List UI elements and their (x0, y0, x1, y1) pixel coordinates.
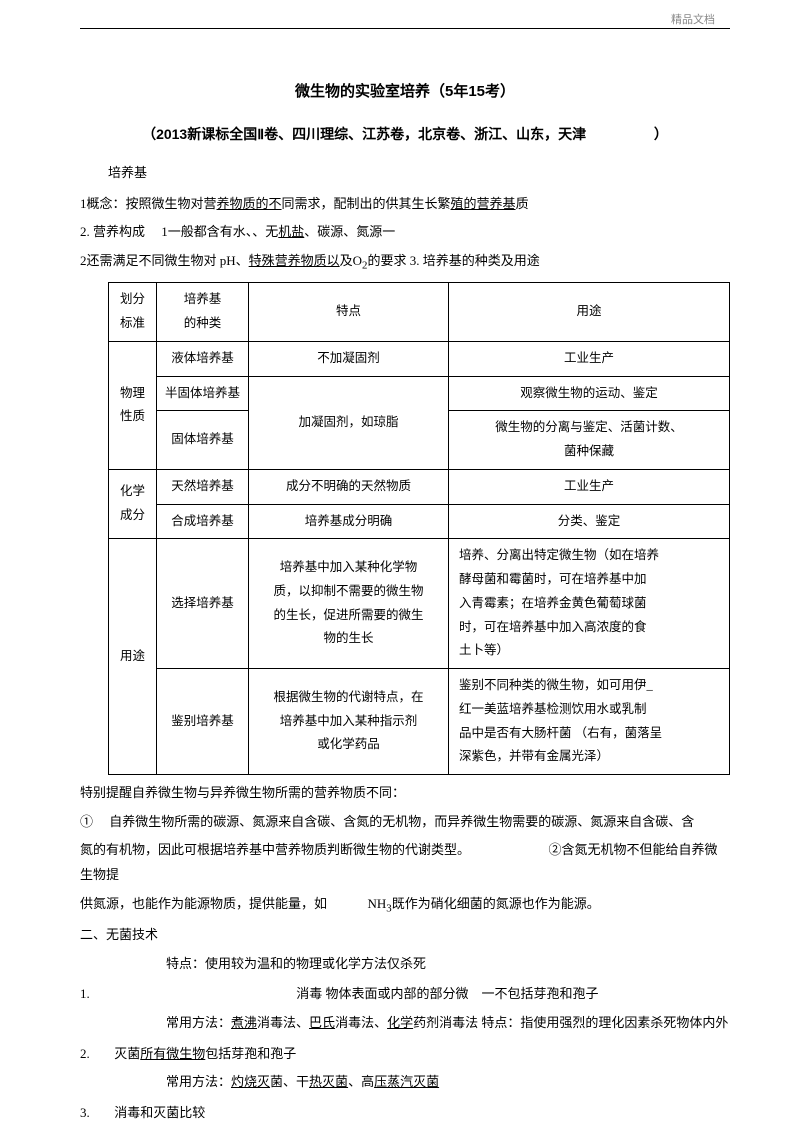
table-row: 半固体培养基 加凝固剂，如琼脂 观察微生物的运动、鉴定 (109, 376, 730, 411)
table-row: 划分标准 培养基的种类 特点 用途 (109, 283, 730, 342)
para-3: 2还需满足不同微生物对 pH、特殊营养物质以及O2的要求 3. 培养基的种类及用… (80, 249, 730, 276)
note-2a: ① 自养微生物所需的碳源、氮源来自含碳、含氮的无机物，而异养微生物需要的碳源、氮… (80, 810, 730, 835)
para-2: 2. 营养构成 1一般都含有水、、无机盐、碳源、氮源一 (80, 220, 730, 245)
th-criteria: 划分标准 (109, 283, 157, 342)
th-feature: 特点 (249, 283, 449, 342)
note-2b: 氮的有机物，因此可根据培养基中营养物质判断微生物的代谢类型。 ②含氮无机物不但能… (80, 838, 730, 887)
table-row: 物理性质 液体培养基 不加凝固剂 工业生产 (109, 341, 730, 376)
media-table: 划分标准 培养基的种类 特点 用途 物理性质 液体培养基 不加凝固剂 工业生产 … (108, 282, 730, 775)
section-2-head: 二、无菌技术 (80, 923, 730, 948)
watermark: 精品文档 (671, 10, 715, 31)
document-body: 微生物的实验室培养（5年15考） （2013新课标全国Ⅱ卷、四川理综、江苏卷，北… (80, 78, 730, 1126)
th-usage: 用途 (449, 283, 730, 342)
s2-item2-methods: 常用方法：灼烧灭菌、干热灭菌、高压蒸汽灭菌 (166, 1070, 730, 1095)
cell-usage: 用途 (109, 539, 157, 775)
s2-item1: 1. 消毒 物体表面或内部的部分微 一不包括芽孢和孢子 (80, 982, 730, 1007)
s2-item2: 2. 灭菌所有微生物包括芽孢和孢子 (80, 1042, 730, 1067)
s2-line1: 特点：使用较为温和的物理或化学方法仅杀死 (166, 952, 730, 977)
page-title: 微生物的实验室培养（5年15考） (80, 78, 730, 107)
cell-chemical: 化学成分 (109, 469, 157, 539)
subtitle-paren: ） (654, 126, 668, 142)
th-type: 培养基的种类 (157, 283, 249, 342)
s2-item3: 3. 消毒和灭菌比较 (80, 1101, 730, 1126)
subtitle-text: （2013新课标全国Ⅱ卷、四川理综、江苏卷，北京卷、浙江、山东，天津 (142, 126, 586, 142)
table-row: 鉴别培养基 根据微生物的代谢特点，在 培养基中加入某种指示剂 或化学药品 鉴别不… (109, 669, 730, 775)
note-1: 特别提醒自养微生物与异养微生物所需的营养物质不同： (80, 781, 730, 806)
header-rule (80, 28, 730, 29)
para-1: 1概念：按照微生物对营养物质的不同需求，配制出的供其生长繁殖的营养基质 (80, 192, 730, 217)
table-row: 合成培养基 培养基成分明确 分类、鉴定 (109, 504, 730, 539)
cell-physical: 物理性质 (109, 341, 157, 469)
table-row: 用途 选择培养基 培养基中加入某种化学物 质，以抑制不需要的微生物 的生长，促进… (109, 539, 730, 669)
table-row: 化学成分 天然培养基 成分不明确的天然物质 工业生产 (109, 469, 730, 504)
page-subtitle: （2013新课标全国Ⅱ卷、四川理综、江苏卷，北京卷、浙江、山东，天津 ） (80, 121, 730, 148)
section-1-head: 培养基 (108, 161, 730, 186)
s2-item1-methods: 常用方法：煮沸消毒法、巴氏消毒法、化学药剂消毒法 特点：指使用强烈的理化因素杀死… (166, 1011, 730, 1036)
note-3: 供氮源，也能作为能源物质，提供能量，如 NH3既作为硝化细菌的氮源也作为能源。 (80, 892, 730, 919)
